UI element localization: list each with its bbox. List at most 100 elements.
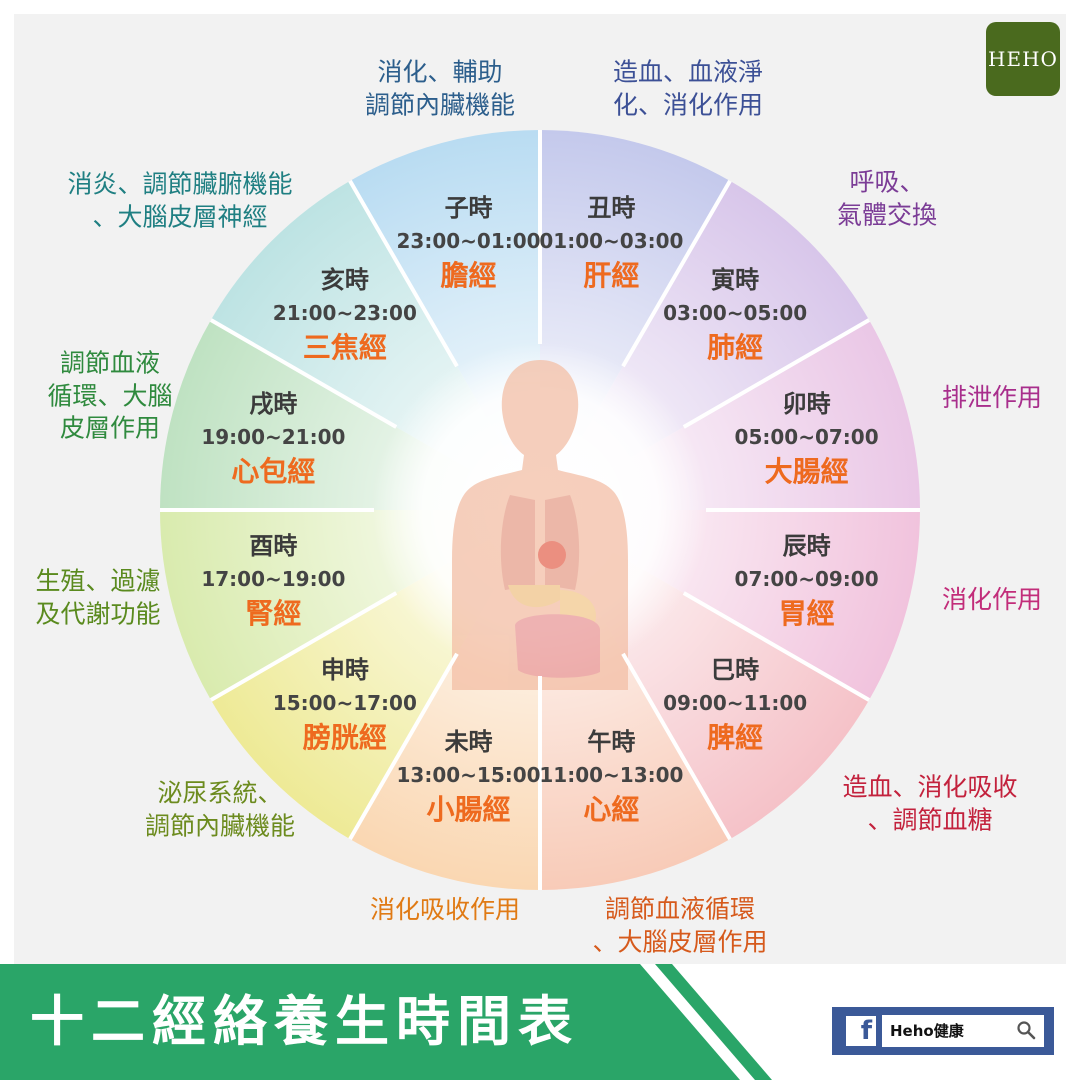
function-caption-line: 造血、消化吸收 <box>842 772 1018 802</box>
sector-label: 亥時 21:00~23:00 三焦經 <box>273 264 417 366</box>
time-range: 23:00~01:00 <box>396 229 541 254</box>
function-caption-line: 、大腦皮層作用 <box>592 927 768 956</box>
meridian-name: 腎經 <box>245 597 302 631</box>
time-range: 07:00~09:00 <box>734 567 879 592</box>
hour-label: 申時 <box>320 656 369 685</box>
function-caption-line: 調節血液 <box>59 348 161 378</box>
time-range: 03:00~05:00 <box>663 300 808 325</box>
sector-label: 卯時 05:00~07:00 大腸經 <box>735 388 879 490</box>
sector-separator <box>348 179 459 368</box>
facebook-page-name: Heho健康 <box>890 1022 964 1040</box>
function-caption-line: 造血、血液淨 <box>612 57 764 87</box>
facebook-f-icon: f <box>846 1016 876 1046</box>
function-caption: 呼吸、 氣體交換 <box>837 167 937 232</box>
meridian-name: 小腸經 <box>426 792 511 826</box>
hour-label: 午時 <box>587 727 636 756</box>
function-caption-line: 泌尿系統、 <box>157 778 283 808</box>
function-caption-line: 調節內臟機能 <box>144 811 296 840</box>
function-caption: 消化、輔助調節內臟機能 <box>365 57 515 122</box>
meridian-name: 肝經 <box>583 259 640 293</box>
meridian-name: 心包經 <box>231 454 316 488</box>
heho-logo: HEHO <box>986 22 1060 96</box>
function-caption: 排泄作用 <box>942 382 1042 415</box>
function-caption: 生殖、過濾 及代謝功能 <box>35 566 160 631</box>
function-caption-line: 調節內臟機能 <box>364 90 516 119</box>
function-caption-line: 消炎、調節臟腑機能 <box>67 169 293 199</box>
sector-label: 未時 13:00~15:00 小腸經 <box>397 726 541 828</box>
function-caption-line: 化、消化作用 <box>612 90 764 119</box>
sector-label: 子時 23:00~01:00 膽經 <box>397 192 541 294</box>
title-bar-stripe <box>655 964 772 1080</box>
meridian-name: 肺經 <box>707 330 764 364</box>
time-range: 21:00~23:00 <box>272 300 417 325</box>
sector-label: 辰時 07:00~09:00 胃經 <box>735 530 879 632</box>
hour-label: 亥時 <box>320 265 369 294</box>
time-range: 05:00~07:00 <box>734 424 879 449</box>
meridian-name: 膽經 <box>440 259 497 293</box>
function-caption-line: 氣體交換 <box>836 200 938 229</box>
time-range: 15:00~17:00 <box>272 691 417 716</box>
sector-label: 戌時 19:00~21:00 心包經 <box>201 388 345 490</box>
function-caption: 泌尿系統、調節內臟機能 <box>145 778 295 843</box>
meridian-name: 胃經 <box>778 597 835 631</box>
function-caption: 消化吸收作用 <box>370 894 520 927</box>
sector-label: 寅時 03:00~05:00 肺經 <box>663 264 807 366</box>
hour-label: 子時 <box>444 194 493 223</box>
function-caption: 調節血液循環、大腦皮層作用 <box>47 347 172 445</box>
hour-label: 未時 <box>444 727 493 756</box>
meridian-name: 脾經 <box>707 721 764 755</box>
liver-organ <box>508 585 560 608</box>
time-range: 01:00~03:00 <box>539 229 684 254</box>
sector-label: 申時 15:00~17:00 膀胱經 <box>273 654 417 756</box>
sector-label: 巳時 09:00~11:00 脾經 <box>663 654 807 756</box>
time-range: 17:00~19:00 <box>201 567 346 592</box>
function-caption-line: 皮層作用 <box>59 413 161 443</box>
sector-separator <box>621 179 732 368</box>
function-caption-line: 消化吸收作用 <box>369 894 521 924</box>
hour-label: 戌時 <box>249 389 298 418</box>
hour-label: 巳時 <box>711 656 760 685</box>
function-caption: 消炎、調節臟腑機能 、大腦皮層神經 <box>67 169 292 234</box>
function-caption-line: 調節血液循環 <box>604 894 756 924</box>
function-caption-line: 生殖、過濾 <box>35 566 161 596</box>
function-caption-line: 消化作用 <box>941 584 1043 614</box>
sector-separator <box>209 591 398 702</box>
function-caption-line: 、調節血糖 <box>867 805 993 834</box>
human-body-illustration <box>452 360 628 690</box>
hour-label: 寅時 <box>711 265 760 294</box>
meridian-name: 心經 <box>583 792 640 826</box>
hour-label: 卯時 <box>782 389 831 418</box>
sector-label: 酉時 17:00~19:00 腎經 <box>201 530 345 632</box>
function-caption: 造血、血液淨 化、消化作用 <box>613 57 763 122</box>
sector-label: 午時 11:00~13:00 心經 <box>539 726 683 828</box>
hour-label: 酉時 <box>249 532 298 561</box>
time-range: 19:00~21:00 <box>201 424 346 449</box>
function-caption-line: 呼吸、 <box>849 167 925 197</box>
intestines-organ <box>515 614 600 678</box>
sector-label: 丑時 01:00~03:00 肝經 <box>539 192 683 294</box>
hour-label: 辰時 <box>782 532 831 561</box>
function-caption: 造血、消化吸收 、調節血糖 <box>842 772 1017 837</box>
facebook-search-box[interactable] <box>882 1015 1044 1047</box>
meridian-name: 膀胱經 <box>302 721 387 755</box>
sector-separator <box>209 318 398 429</box>
search-icon[interactable] <box>1016 1020 1036 1040</box>
sector-separators <box>160 130 920 890</box>
time-range: 09:00~11:00 <box>663 691 808 716</box>
function-caption-line: 循環、大腦 <box>47 380 173 410</box>
time-range: 11:00~13:00 <box>539 762 684 787</box>
function-caption-line: 排泄作用 <box>941 382 1043 412</box>
function-caption-line: 消化、輔助 <box>377 57 503 87</box>
function-caption: 調節血液循環、大腦皮層作用 <box>592 894 767 959</box>
heart-organ <box>538 541 566 569</box>
sector-separator <box>348 652 459 841</box>
time-range: 13:00~15:00 <box>396 762 541 787</box>
page-title: 十二經絡養生時間表 <box>30 990 579 1053</box>
sector-separator <box>621 652 732 841</box>
meridian-name: 三焦經 <box>302 330 387 364</box>
function-caption: 消化作用 <box>942 584 1042 617</box>
meridian-name: 大腸經 <box>764 454 849 488</box>
hour-label: 丑時 <box>587 194 636 223</box>
